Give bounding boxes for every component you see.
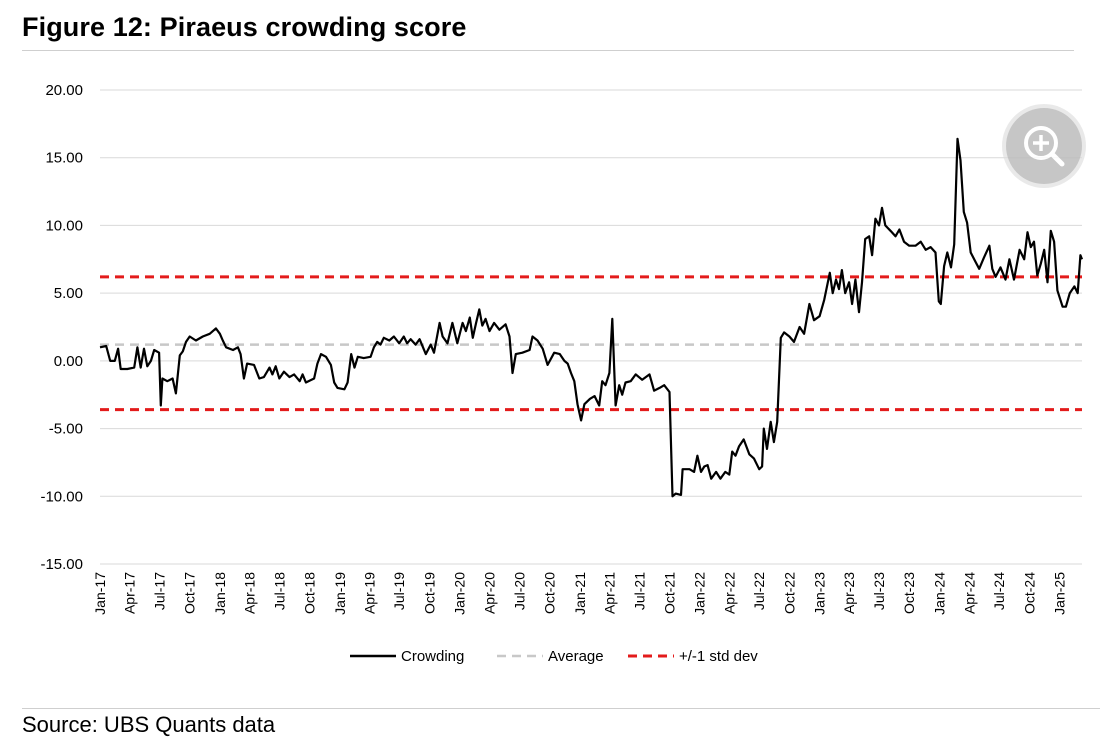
x-tick-label: Oct-21 xyxy=(661,572,677,614)
x-tick-label: Jul-24 xyxy=(991,572,1007,610)
y-tick-label: 15.00 xyxy=(45,150,83,167)
x-tick-label: Jan-17 xyxy=(92,572,108,615)
x-tick-label: Oct-22 xyxy=(781,572,797,614)
title-divider xyxy=(22,50,1074,51)
chart-title: Figure 12: Piraeus crowding score xyxy=(22,12,467,42)
x-tick-label: Apr-22 xyxy=(721,572,737,614)
x-tick-label: Jan-19 xyxy=(332,572,348,615)
y-tick-label: -10.00 xyxy=(40,488,83,505)
gridlines xyxy=(100,89,1082,565)
x-tick-label: Oct-19 xyxy=(421,572,437,614)
x-tick-label: Apr-24 xyxy=(961,572,977,614)
x-tick-label: Jul-23 xyxy=(871,572,887,610)
legend-average-label: Average xyxy=(548,648,604,665)
legend: Crowding Average +/-1 std dev xyxy=(350,648,758,665)
x-tick-label: Jul-17 xyxy=(151,572,167,610)
reference-lines xyxy=(100,275,1082,412)
x-tick-label: Apr-17 xyxy=(122,572,138,614)
y-tick-label: 10.00 xyxy=(45,217,83,234)
x-tick-label: Jul-21 xyxy=(631,572,647,610)
x-tick-label: Apr-20 xyxy=(482,572,498,614)
x-tick-label: Oct-20 xyxy=(542,572,558,614)
x-tick-label: Jul-20 xyxy=(511,572,527,610)
x-tick-label: Jul-22 xyxy=(751,572,767,610)
x-tick-label: Jan-20 xyxy=(452,572,468,615)
line-chart: 20.00 15.00 10.00 5.00 0.00 -5.00 -10.00 -15.00… xyxy=(40,82,1084,665)
x-tick-label: Jan-23 xyxy=(812,572,828,615)
x-tick-label: Apr-18 xyxy=(241,572,257,614)
footer-divider xyxy=(22,708,1100,709)
legend-crowding-label: Crowding xyxy=(401,648,464,665)
x-axis-ticks: Jan-17 Apr-17 Jul-17 Oct-17 Jan-18 Apr-18 Jul-… xyxy=(92,572,1068,615)
zoom-in-icon xyxy=(1024,126,1065,167)
y-tick-label: 20.00 xyxy=(45,82,83,99)
x-tick-label: Apr-23 xyxy=(841,572,857,614)
x-tick-label: Jul-19 xyxy=(391,572,407,610)
y-tick-label: 0.00 xyxy=(54,353,83,370)
x-tick-label: Jan-24 xyxy=(931,572,947,615)
y-tick-label: -15.00 xyxy=(40,556,83,573)
x-tick-label: Jul-18 xyxy=(271,572,287,610)
x-tick-label: Apr-19 xyxy=(361,572,377,614)
series xyxy=(99,137,1084,498)
crowding-line xyxy=(99,137,1084,498)
x-tick-label: Oct-17 xyxy=(182,572,198,614)
x-tick-label: Jan-25 xyxy=(1052,572,1068,615)
source-note: Source: UBS Quants data xyxy=(22,712,276,737)
zoom-button[interactable] xyxy=(1006,108,1082,184)
x-tick-label: Jan-21 xyxy=(572,572,588,615)
y-tick-label: -5.00 xyxy=(49,421,83,438)
x-tick-label: Oct-23 xyxy=(901,572,917,614)
legend-std-dev-label: +/-1 std dev xyxy=(679,648,758,665)
y-tick-label: 5.00 xyxy=(54,285,83,302)
x-tick-label: Jan-22 xyxy=(692,572,708,615)
x-tick-label: Oct-24 xyxy=(1021,572,1037,614)
x-tick-label: Jan-18 xyxy=(212,572,228,615)
x-tick-label: Oct-18 xyxy=(302,572,318,614)
y-axis-ticks: 20.00 15.00 10.00 5.00 0.00 -5.00 -10.00 -15.00 xyxy=(40,82,83,573)
x-tick-label: Apr-21 xyxy=(601,572,617,614)
